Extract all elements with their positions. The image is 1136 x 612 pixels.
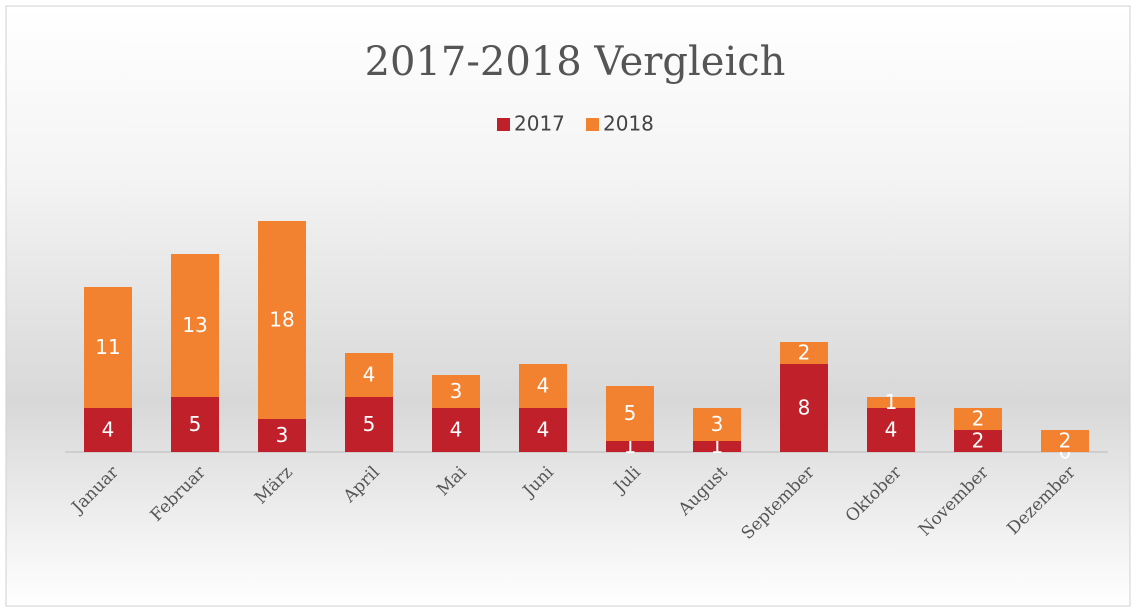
bar-segment <box>954 408 1002 430</box>
data-label: 13 <box>182 313 207 337</box>
bar-segment <box>1041 430 1089 452</box>
bar-segment <box>693 441 741 452</box>
data-label: 1 <box>885 390 898 414</box>
chart-title: 2017-2018 Vergleich <box>365 39 786 85</box>
bar-segment <box>693 408 741 441</box>
data-label: 11 <box>95 335 120 359</box>
data-label: 5 <box>624 401 637 425</box>
bar-segment <box>345 397 393 452</box>
legend-label: 2017 <box>514 112 565 136</box>
data-label: 2 <box>798 341 811 365</box>
bar-segment <box>867 408 915 452</box>
bar-segment <box>171 254 219 397</box>
bar-segment <box>519 364 567 408</box>
legend-swatch <box>497 118 510 131</box>
data-label: 3 <box>450 379 463 403</box>
bar-segment <box>171 397 219 452</box>
data-label: 5 <box>189 412 202 436</box>
bar-segment <box>954 430 1002 452</box>
data-label: 4 <box>450 418 463 442</box>
data-label: 2 <box>972 407 985 431</box>
data-label: 4 <box>885 418 898 442</box>
bar-segment <box>519 408 567 452</box>
bar-segment <box>258 419 306 452</box>
data-label: 4 <box>102 418 115 442</box>
data-label: 4 <box>363 363 376 387</box>
bar-segment <box>84 287 132 408</box>
bar-segment <box>345 353 393 397</box>
bar-segment <box>780 364 828 452</box>
data-label: 2 <box>1059 429 1072 453</box>
data-label: 3 <box>711 412 724 436</box>
bar-segment <box>606 386 654 441</box>
data-label: 8 <box>798 396 811 420</box>
bar-segment <box>432 408 480 452</box>
legend-swatch <box>586 118 599 131</box>
bar-segment <box>84 408 132 452</box>
bar-segment <box>606 441 654 452</box>
data-label: 2 <box>972 429 985 453</box>
data-label: 3 <box>276 423 289 447</box>
bar-segment <box>867 397 915 408</box>
bar-segment <box>432 375 480 408</box>
bar-segment <box>258 221 306 419</box>
data-label: 5 <box>363 412 376 436</box>
data-label: 18 <box>269 308 294 332</box>
legend-label: 2018 <box>603 112 654 136</box>
data-label: 4 <box>537 374 550 398</box>
data-label: 4 <box>537 418 550 442</box>
bar-segment <box>780 342 828 364</box>
